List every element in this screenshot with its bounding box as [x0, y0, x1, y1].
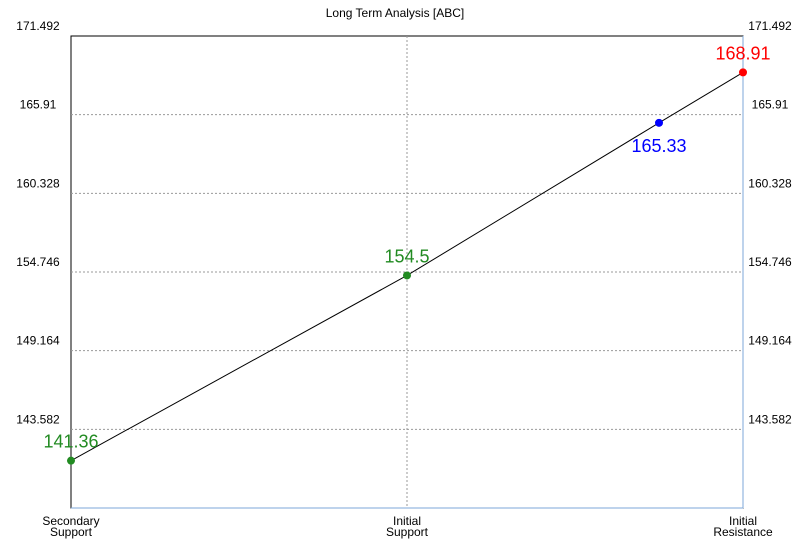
- data-label: 141.36: [43, 432, 98, 452]
- y-tick-label-right: 160.328: [748, 176, 792, 190]
- data-point: [655, 118, 663, 127]
- x-tick-label: Support: [386, 525, 429, 539]
- y-tick-label-right: 143.582: [748, 412, 792, 426]
- y-tick-label-left: 171.492: [16, 19, 60, 33]
- data-point: [739, 68, 747, 77]
- tick-labels: 171.492 171.492 165.91 165.91 160.328 160.328…: [16, 19, 792, 539]
- series-line: [70, 71, 744, 462]
- y-tick-label-right: 149.164: [748, 334, 792, 348]
- data-point: [67, 456, 75, 465]
- x-tick-label: Support: [50, 525, 93, 539]
- data-point: [403, 271, 411, 280]
- y-tick-label-right: 171.492: [748, 19, 792, 33]
- y-tick-label-right: 154.746: [748, 255, 792, 269]
- data-label: 154.5: [384, 246, 429, 266]
- data-label: 168.91: [715, 43, 770, 63]
- series-layer: 141.36 154.5 165.33 168.91: [43, 43, 771, 465]
- y-tick-label-left: 160.328: [16, 176, 60, 190]
- x-tick-label: Initial: [393, 514, 421, 528]
- chart-title: Long Term Analysis [ABC]: [326, 6, 465, 20]
- y-tick-label-left: 165.91: [20, 98, 57, 112]
- y-tick-label-right: 165.91: [752, 98, 789, 112]
- x-tick-label: Initial: [729, 514, 757, 528]
- y-tick-label-left: 149.164: [16, 334, 60, 348]
- data-label: 165.33: [631, 136, 686, 156]
- x-tick-label: Secondary: [42, 514, 99, 528]
- y-tick-label-left: 154.746: [16, 255, 60, 269]
- x-tick-label: Resistance: [713, 525, 773, 539]
- y-tick-label-left: 143.582: [16, 412, 60, 426]
